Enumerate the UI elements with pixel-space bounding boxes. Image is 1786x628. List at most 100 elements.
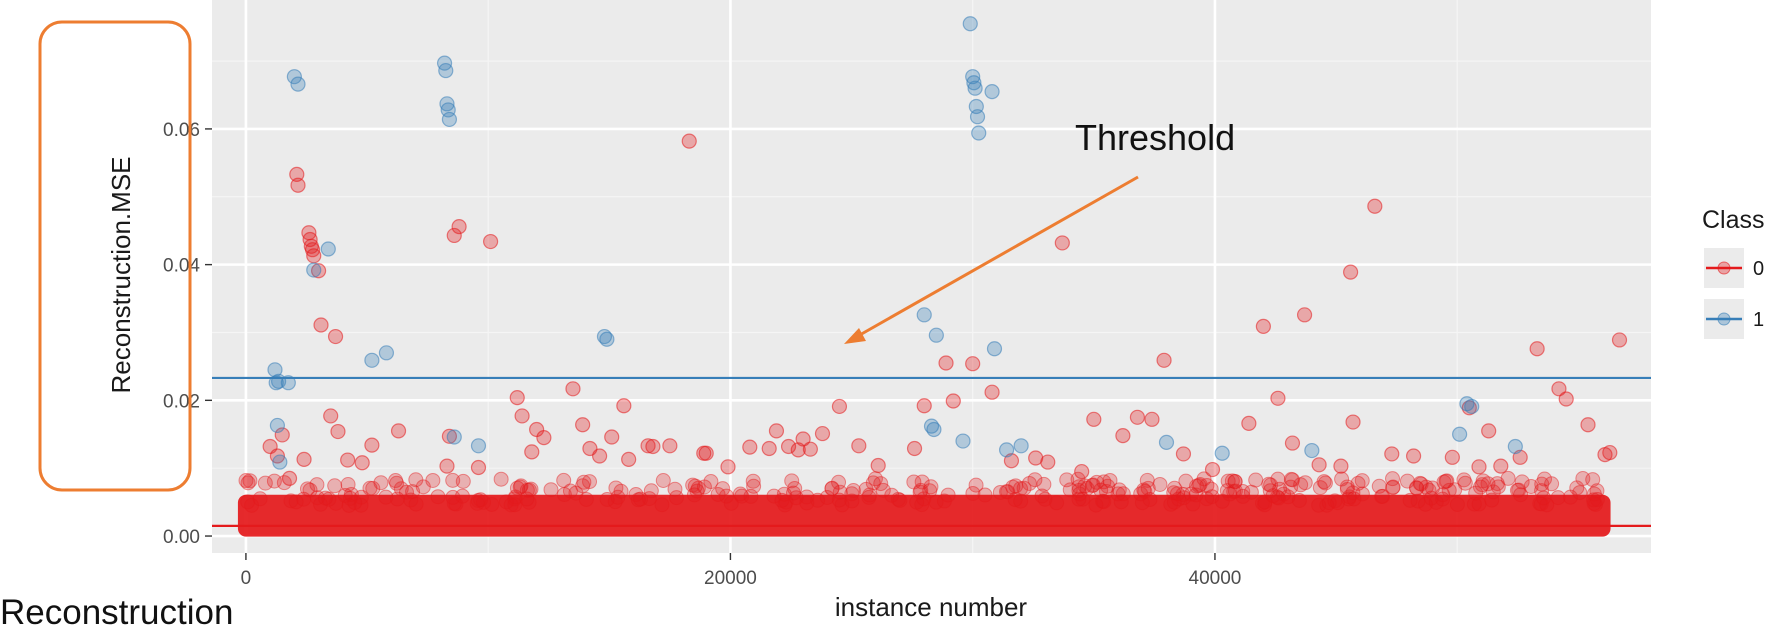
point-class-0 [1296, 307, 1313, 323]
dense-band-point [299, 481, 315, 497]
dense-band-point [1375, 488, 1391, 504]
point-class-1 [286, 69, 302, 85]
point-class-1 [926, 421, 942, 438]
dense-band-point [1312, 480, 1328, 496]
point-class-0 [1175, 446, 1192, 462]
dense-band-point [607, 494, 623, 510]
dense-band-point [1270, 490, 1286, 506]
dense-band-point [1220, 473, 1236, 489]
dense-band-point [1270, 471, 1286, 487]
dense-band-point [498, 494, 514, 510]
dense-band-point [1110, 486, 1126, 502]
dense-band-point [867, 471, 883, 487]
dense-band-point [507, 497, 523, 513]
dense-band-point [1354, 473, 1370, 489]
dense-band-point [1539, 497, 1555, 513]
dense-band-point [914, 474, 930, 490]
dense-band-point [1284, 472, 1300, 488]
dense-band-point [630, 492, 646, 508]
y-axis-title: Reconstruction.MSE [106, 157, 136, 394]
dense-band-point [1102, 472, 1118, 488]
point-class-0 [938, 355, 954, 371]
dense-band-point [454, 488, 470, 504]
dense-band-point [1341, 491, 1357, 507]
dense-band-point [1248, 472, 1264, 488]
y-tick-label: 0.02 [163, 391, 200, 412]
dense-band-point [1354, 486, 1370, 502]
point-class-0 [1611, 332, 1628, 348]
dense-band-point [389, 491, 405, 507]
point-class-0 [354, 455, 370, 471]
point-class-1 [986, 341, 1003, 357]
dense-band-point [1071, 479, 1087, 495]
legend-marker-1 [1717, 312, 1731, 326]
dense-band-point [977, 487, 993, 503]
dense-band-point [968, 477, 984, 493]
dense-band-point [1214, 493, 1230, 509]
dense-band-point [832, 484, 848, 500]
dense-band-point [1534, 483, 1550, 499]
dense-band-point [965, 485, 981, 501]
dense-band-point [507, 489, 523, 505]
point-class-0 [780, 438, 797, 455]
dense-band-point [906, 474, 922, 490]
point-class-0 [870, 457, 886, 474]
dense-band-point [1342, 489, 1358, 505]
point-class-0 [482, 233, 499, 250]
dense-band-point [1262, 483, 1278, 499]
dense-band-point [238, 473, 254, 489]
plot-panel [212, 0, 1651, 553]
point-class-0 [1241, 415, 1257, 432]
point-class-0 [446, 227, 462, 244]
legend-title: Class [1702, 206, 1765, 234]
dense-band-point [1196, 471, 1212, 487]
dense-band-point [1093, 482, 1109, 498]
dense-band-point [1100, 478, 1116, 494]
dense-band-point [685, 477, 701, 493]
point-class-0 [945, 393, 961, 409]
dense-band-point [1346, 491, 1362, 507]
dense-band-point [1350, 475, 1366, 491]
dense-band-point [575, 478, 591, 494]
dense-band-point [1171, 491, 1187, 507]
point-class-1 [1214, 445, 1230, 461]
dense-band-point [1071, 491, 1087, 507]
dense-band-point [1374, 488, 1390, 504]
point-class-0 [1115, 428, 1131, 444]
dense-band-point [556, 487, 572, 503]
dense-band-point [1098, 483, 1114, 499]
point-class-1 [290, 76, 306, 92]
point-class-0 [645, 438, 661, 455]
point-class-0 [1461, 400, 1477, 416]
dense-band-point [1075, 491, 1091, 507]
dense-band-point [403, 492, 419, 508]
dense-band-point [519, 482, 535, 498]
dense-band-point [1235, 484, 1251, 500]
point-class-1 [1464, 398, 1480, 415]
dense-band-point [503, 497, 519, 513]
dense-band-point [873, 476, 889, 492]
point-class-1 [280, 375, 296, 391]
dense-band-point [1291, 492, 1307, 508]
dense-band-point [1523, 479, 1539, 495]
dense-band-point [1176, 490, 1192, 506]
dense-band-point [1466, 496, 1482, 512]
point-class-1 [441, 111, 458, 128]
point-class-1 [364, 352, 380, 368]
dense-band-point [1222, 486, 1238, 502]
dense-band-point [1589, 483, 1605, 499]
dense-band-point [1152, 476, 1168, 492]
dense-band-point [1059, 472, 1075, 488]
point-class-1 [984, 84, 1000, 100]
dense-band-point [718, 488, 734, 504]
dense-band-point [1021, 475, 1037, 491]
dense-band-point [578, 491, 594, 507]
point-class-0 [1367, 198, 1383, 214]
point-class-0 [616, 398, 632, 414]
point-class-1 [378, 345, 395, 361]
dense-band-point [1480, 476, 1496, 492]
dense-band-point [1586, 492, 1602, 508]
point-class-0 [761, 440, 777, 457]
dense-band-point [1111, 482, 1127, 498]
point-class-0 [1255, 318, 1271, 334]
